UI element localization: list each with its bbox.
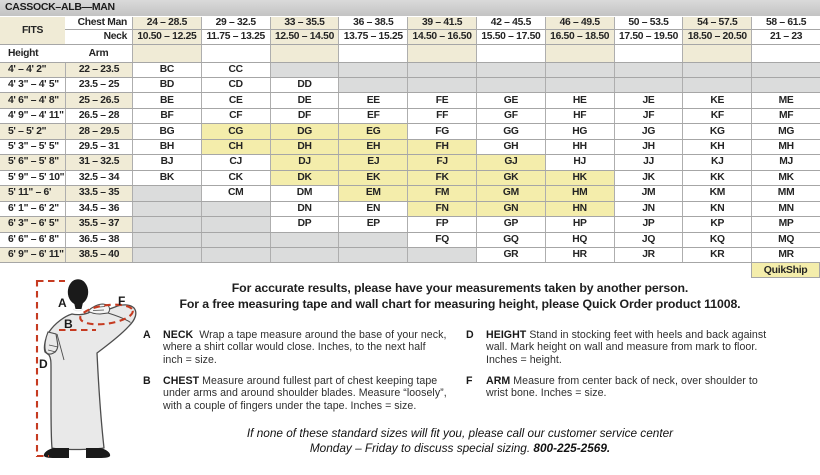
svg-text:D: D [39, 357, 48, 371]
svg-text:F: F [118, 294, 125, 308]
svg-text:B: B [64, 317, 73, 331]
svg-text:A: A [58, 296, 67, 310]
